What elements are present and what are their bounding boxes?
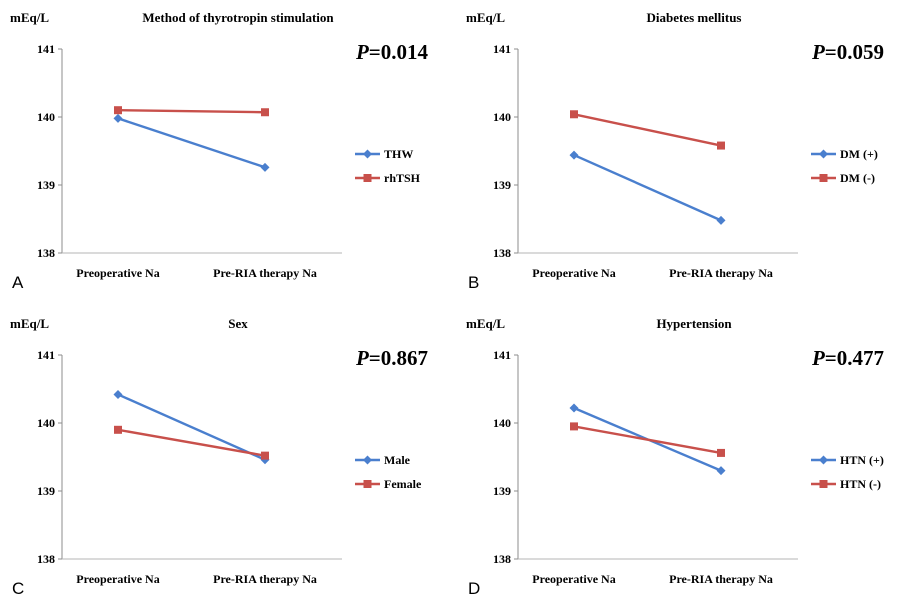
legend-entry: HTN (+) (811, 453, 884, 467)
legend-label: Female (384, 477, 422, 491)
data-point-marker (716, 466, 726, 476)
y-tick-label: 140 (493, 416, 511, 430)
data-point-marker (261, 451, 269, 460)
y-axis-label: mEq/L (10, 10, 49, 25)
y-axis-label: mEq/L (466, 10, 505, 25)
chart-title: Sex (228, 316, 248, 331)
y-tick-label: 141 (493, 348, 511, 362)
y-tick-label: 139 (493, 178, 511, 192)
legend-label: HTN (+) (840, 453, 884, 467)
panel-label: A (12, 273, 24, 292)
data-point-marker (717, 141, 725, 150)
p-value-annotation: P=0.014 (355, 40, 429, 64)
legend-label: HTN (-) (840, 477, 881, 491)
y-tick-label: 138 (493, 246, 511, 260)
chart-panel-a: mEq/L Method of thyrotropin stimulation P=… (10, 10, 428, 292)
legend-label: DM (+) (840, 147, 878, 161)
chart-panel-d: mEq/L Hypertension P=0.477 138 139 140 141 Preo… (466, 316, 884, 598)
legend-marker (363, 480, 372, 488)
data-point-marker (113, 113, 123, 123)
data-point-marker (569, 150, 579, 160)
legend-entry: DM (+) (811, 147, 878, 161)
y-tick-label: 140 (37, 416, 55, 430)
y-tick-label: 139 (37, 484, 55, 498)
x-category-label: Pre-RIA therapy Na (669, 572, 773, 586)
legend-label: rhTSH (384, 171, 421, 185)
chart-title: Hypertension (656, 316, 732, 331)
y-tick-label: 141 (37, 42, 55, 56)
legend-entry: rhTSH (355, 171, 421, 185)
data-point-marker (261, 108, 269, 117)
legend-marker (819, 149, 828, 159)
series-female (114, 425, 269, 460)
chart-panel-b: mEq/L Diabetes mellitus P=0.059 138 139 140 14… (466, 10, 884, 292)
data-point-marker (569, 403, 579, 413)
y-tick-label: 138 (493, 552, 511, 566)
series-line (117, 393, 266, 461)
y-tick-label: 138 (37, 246, 55, 260)
y-tick-label: 141 (493, 42, 511, 56)
x-category-label: Pre-RIA therapy Na (669, 266, 773, 280)
data-point-marker (717, 448, 725, 457)
y-tick-label: 140 (37, 110, 55, 124)
y-tick-label: 138 (37, 552, 55, 566)
x-category-label: Pre-RIA therapy Na (213, 266, 317, 280)
legend-label: THW (384, 147, 413, 161)
series-line (573, 425, 722, 455)
data-point-marker (114, 106, 122, 115)
panel-label: C (12, 579, 24, 598)
p-value-annotation: P=0.059 (811, 40, 884, 64)
data-point-marker (570, 110, 578, 119)
legend-marker (819, 455, 828, 465)
legend-entry: DM (-) (811, 171, 875, 185)
legend-marker (819, 174, 828, 182)
y-axis-label: mEq/L (466, 316, 505, 331)
legend-marker (363, 455, 372, 465)
p-value-annotation: P=0.477 (811, 346, 884, 370)
data-point-marker (114, 425, 122, 434)
legend-label: DM (-) (840, 171, 875, 185)
x-category-label: Pre-RIA therapy Na (213, 572, 317, 586)
series-line (117, 109, 266, 114)
series-htn (570, 422, 725, 457)
legend-marker (363, 149, 372, 159)
series-line (573, 113, 722, 147)
data-point-marker (570, 422, 578, 431)
series-line (573, 153, 722, 222)
legend-label: Male (384, 453, 411, 467)
panel-label: B (468, 273, 479, 292)
x-category-label: Preoperative Na (532, 572, 615, 586)
p-value-annotation: P=0.867 (355, 346, 428, 370)
legend-entry: HTN (-) (811, 477, 881, 491)
y-axis-label: mEq/L (10, 316, 49, 331)
legend-entry: THW (355, 147, 413, 161)
legend-marker (363, 174, 372, 182)
series-dm (569, 150, 726, 225)
x-category-label: Preoperative Na (532, 266, 615, 280)
chart-title: Diabetes mellitus (647, 10, 742, 25)
data-point-marker (716, 215, 726, 225)
chart-title: Method of thyrotropin stimulation (142, 10, 334, 25)
series-line (117, 117, 266, 169)
x-category-label: Preoperative Na (76, 266, 159, 280)
legend-marker (819, 480, 828, 488)
y-tick-label: 139 (493, 484, 511, 498)
legend-entry: Female (355, 477, 422, 491)
data-point-marker (260, 162, 270, 172)
y-tick-label: 139 (37, 178, 55, 192)
y-tick-label: 140 (493, 110, 511, 124)
series-line (117, 428, 266, 457)
legend-entry: Male (355, 453, 411, 467)
series-thw (113, 113, 270, 172)
x-category-label: Preoperative Na (76, 572, 159, 586)
series-dm (570, 110, 725, 150)
panel-label: D (468, 579, 480, 598)
chart-panel-c: mEq/L Sex P=0.867 138 139 140 141 Preoperative … (10, 316, 428, 598)
series-rhtsh (114, 106, 269, 117)
data-point-marker (113, 389, 123, 399)
y-tick-label: 141 (37, 348, 55, 362)
